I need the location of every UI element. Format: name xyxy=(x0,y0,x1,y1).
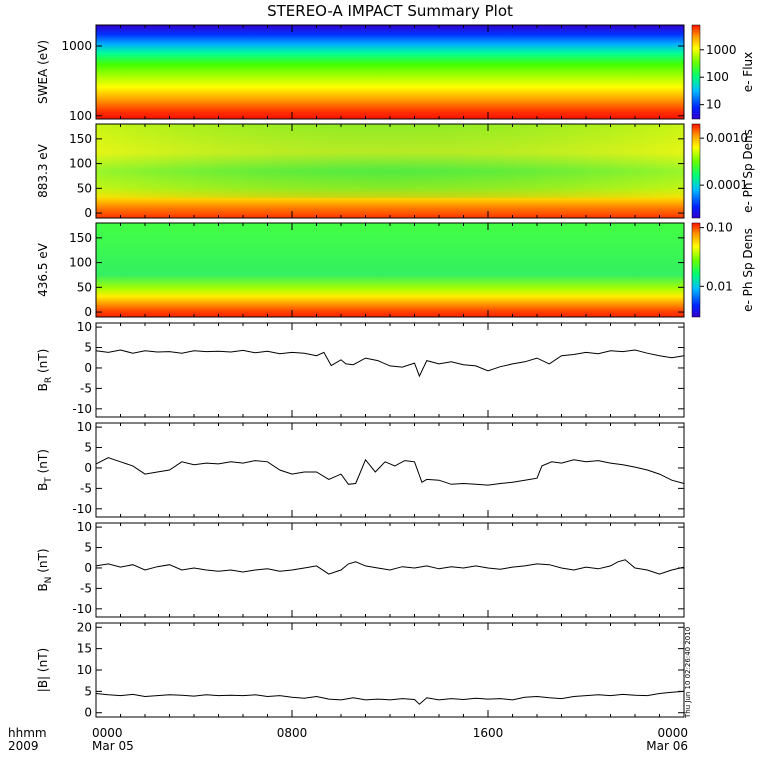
y-tick-label-swea: 100 xyxy=(69,109,92,123)
y-tick-label-pad_436: 50 xyxy=(77,280,92,294)
y-tick-label-BR: 0 xyxy=(84,361,92,375)
colorbar-tick-label-pad_883: 0.0010 xyxy=(706,131,748,145)
colorbar-tick-label-pad_436: 0.10 xyxy=(706,221,733,235)
y-axis-label-BT: BT (nT) xyxy=(36,449,54,491)
y-axis-label-BN: BN (nT) xyxy=(36,548,54,591)
y-axis-label-pad_883: 883.3 eV xyxy=(36,143,50,198)
y-tick-label-pad_883: 100 xyxy=(69,157,92,171)
y-tick-label-Bmag: 5 xyxy=(84,684,92,698)
colorbar-label-swea: e- Flux xyxy=(741,52,755,92)
y-axis-label-sub: N xyxy=(44,577,54,584)
y-tick-label-BT: 10 xyxy=(77,420,92,434)
y-axis-label-pad_436: 436.5 eV xyxy=(36,242,50,297)
swea-colorbar xyxy=(691,24,701,120)
y-tick-label-pad_436: 0 xyxy=(84,305,92,319)
colorbar-tick-label-swea: 1000 xyxy=(706,43,737,57)
y-axis-label-main: B xyxy=(36,483,50,491)
y-axis-label-swea: SWEA (eV) xyxy=(36,40,50,104)
y-tick-label-BR: -5 xyxy=(80,381,92,395)
y-tick-label-pad_883: 50 xyxy=(77,181,92,195)
panel-frame-BR xyxy=(95,322,685,418)
y-axis-label-Bmag: |B| (nT) xyxy=(36,648,50,692)
pad-883-panel xyxy=(96,124,684,218)
x-tick-date-label: Mar 05 xyxy=(92,739,134,753)
y-axis-label-sub: T xyxy=(44,477,54,484)
y-axis-label-BR: BR (nT) xyxy=(36,349,54,392)
series-line-BR xyxy=(95,349,685,378)
series-line-BN xyxy=(95,559,685,575)
colorbar-tick-label-swea: 10 xyxy=(706,98,721,112)
y-axis-label-unit: (nT) xyxy=(36,449,50,477)
colorbar-label-pad_436: e- Ph Sp Dens xyxy=(741,228,755,312)
footer-year: 2009 xyxy=(8,739,39,753)
y-tick-label-pad_883: 0 xyxy=(84,206,92,220)
pad-883-colorbar xyxy=(691,123,701,219)
x-tick-date-label: Mar 06 xyxy=(646,739,688,753)
x-tick-time-label: 0000 xyxy=(657,726,688,740)
series-line-Bmag xyxy=(95,690,685,705)
y-tick-label-BN: 0 xyxy=(84,561,92,575)
pad-436-colorbar xyxy=(691,222,701,318)
pad-436-spectrogram xyxy=(96,223,684,317)
y-tick-label-BN: 10 xyxy=(77,520,92,534)
y-axis-label-sub: R xyxy=(44,377,54,383)
x-tick-time-label: 1600 xyxy=(473,726,504,740)
y-axis-label-main: B xyxy=(36,383,50,391)
figure-title: STEREO-A IMPACT Summary Plot xyxy=(267,2,513,20)
y-tick-label-BN: 5 xyxy=(84,541,92,555)
y-tick-label-swea: 1000 xyxy=(61,39,92,53)
footer-hhmm: hhmm xyxy=(8,726,47,740)
y-axis-label-unit: (nT) xyxy=(36,349,50,377)
pad-883-striations xyxy=(96,124,684,198)
y-tick-label-BN: -5 xyxy=(80,581,92,595)
y-tick-label-BT: 5 xyxy=(84,441,92,455)
y-tick-label-BT: -10 xyxy=(72,502,92,516)
y-tick-label-BT: 0 xyxy=(84,461,92,475)
y-tick-label-BR: 10 xyxy=(77,320,92,334)
y-tick-label-pad_436: 100 xyxy=(69,256,92,270)
colorbar-tick-label-pad_883: 0.0001 xyxy=(706,178,748,192)
y-tick-label-pad_436: 150 xyxy=(69,231,92,245)
x-tick-time-label: 0800 xyxy=(277,726,308,740)
y-axis-label-main: B xyxy=(36,583,50,591)
panel-frame-BT xyxy=(95,422,685,518)
y-tick-label-BR: -10 xyxy=(72,402,92,416)
pad-436-panel xyxy=(96,223,684,317)
y-tick-label-Bmag: 10 xyxy=(77,663,92,677)
y-tick-label-Bmag: 0 xyxy=(84,706,92,720)
panel-frame-Bmag xyxy=(95,622,685,718)
swea-panel xyxy=(96,25,684,119)
y-tick-label-pad_883: 150 xyxy=(69,132,92,146)
y-tick-label-Bmag: 15 xyxy=(77,642,92,656)
y-tick-label-BN: -10 xyxy=(72,602,92,616)
y-tick-label-Bmag: 20 xyxy=(77,620,92,634)
series-line-BT xyxy=(95,457,685,486)
y-axis-label-unit: (nT) xyxy=(36,548,50,576)
swea-spectrogram xyxy=(96,25,684,119)
colorbar-tick-label-swea: 100 xyxy=(706,70,729,84)
x-tick-time-label: 0000 xyxy=(92,726,123,740)
colorbar-label-pad_883: e- Ph Sp Dens xyxy=(741,129,755,213)
y-axis-label-main: |B| (nT) xyxy=(36,648,50,692)
footer-timestamp: Thu Jun 10 02:26:40 2010 xyxy=(684,627,692,719)
colorbar-tick-label-pad_436: 0.01 xyxy=(706,279,733,293)
y-tick-label-BT: -5 xyxy=(80,481,92,495)
y-tick-label-BR: 5 xyxy=(84,341,92,355)
